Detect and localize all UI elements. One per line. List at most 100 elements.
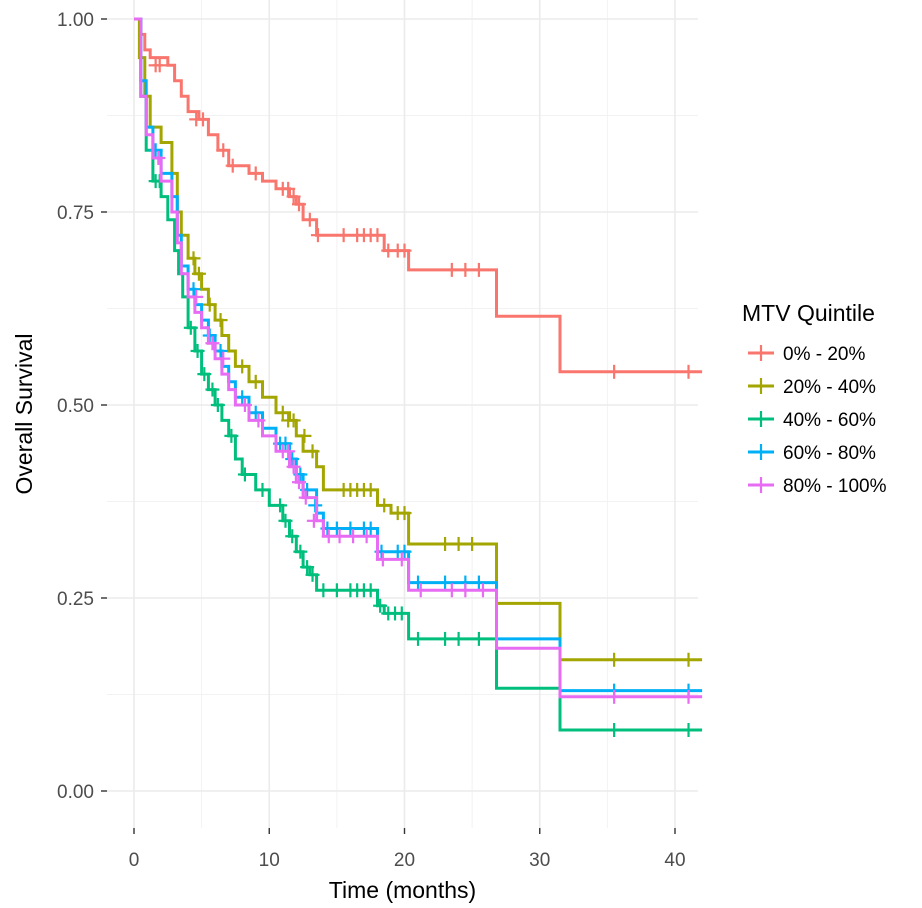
censor-mark xyxy=(375,552,390,567)
censor-mark xyxy=(216,143,231,158)
legend-item: 60% - 80% xyxy=(748,443,876,464)
censor-mark xyxy=(275,405,290,420)
censor-mark xyxy=(329,521,344,536)
censor-mark xyxy=(285,529,300,544)
censor-mark xyxy=(278,436,293,451)
censor-mark xyxy=(363,521,378,536)
legend-title: MTV Quintile xyxy=(742,300,875,326)
censor-mark xyxy=(248,405,263,420)
censor-mark xyxy=(292,475,307,490)
censor-mark xyxy=(471,631,486,646)
censor-mark xyxy=(681,364,696,379)
censor-mark xyxy=(152,58,167,73)
censor-mark xyxy=(681,689,696,704)
censor-mark xyxy=(225,158,240,173)
censor-mark xyxy=(235,390,250,405)
censor-mark xyxy=(438,631,453,646)
censor-mark xyxy=(458,583,473,598)
censor-mark xyxy=(394,606,409,621)
censor-mark xyxy=(191,266,206,281)
legend-label: 20% - 40% xyxy=(783,377,876,398)
grid-lines xyxy=(107,0,698,828)
censor-mark xyxy=(248,374,263,389)
censor-mark xyxy=(235,359,250,374)
censor-mark xyxy=(305,444,320,459)
censor-mark xyxy=(186,251,201,266)
censor-mark xyxy=(148,143,163,158)
censor-mark xyxy=(285,452,300,467)
censor-mark xyxy=(190,343,205,358)
censor-mark xyxy=(306,513,321,528)
censor-mark xyxy=(297,428,312,443)
censor-mark xyxy=(316,583,331,598)
y-tick-label: 1.00 xyxy=(57,10,94,31)
censor-mark xyxy=(292,197,307,212)
censor-mark xyxy=(413,583,428,598)
x-axis-title: Time (months) xyxy=(329,877,476,903)
censor-mark xyxy=(411,631,426,646)
legend-item: 80% - 100% xyxy=(748,476,887,497)
censor-mark xyxy=(336,228,351,243)
legend-item: 20% - 40% xyxy=(748,377,876,398)
survival-step-line xyxy=(134,17,703,662)
censor-mark xyxy=(224,428,239,443)
censor-mark xyxy=(210,398,225,412)
censor-mark xyxy=(370,228,385,243)
censor-mark xyxy=(475,583,490,598)
legend: MTV Quintile 0% - 20% 20% - 40% 40% - 60% 6… xyxy=(742,300,887,497)
censor-mark xyxy=(397,506,412,521)
censor-mark xyxy=(216,351,231,366)
legend-label: 40% - 60% xyxy=(783,410,876,431)
legend-label: 0% - 20% xyxy=(783,344,865,365)
censor-mark xyxy=(273,498,288,513)
censor-mark xyxy=(451,631,466,646)
censor-mark xyxy=(197,367,212,382)
censor-mark xyxy=(377,498,392,513)
x-tick-label: 30 xyxy=(529,850,550,871)
censor-mark xyxy=(359,529,374,544)
censor-mark xyxy=(286,189,301,204)
censor-mark xyxy=(607,723,622,738)
censor-mark xyxy=(251,413,266,428)
censor-mark xyxy=(305,567,320,582)
censor-mark xyxy=(607,689,622,704)
censor-mark xyxy=(346,529,361,544)
censor-mark xyxy=(363,482,378,497)
legend-label: 80% - 100% xyxy=(783,476,887,497)
y-tick-label: 0.00 xyxy=(57,782,94,803)
censor-mark xyxy=(205,336,220,351)
survival-step-line xyxy=(134,17,703,699)
censor-mark xyxy=(237,398,252,412)
censor-mark xyxy=(444,583,459,598)
censor-mark xyxy=(458,262,473,277)
legend-label: 60% - 80% xyxy=(783,443,876,464)
censor-mark xyxy=(189,289,204,304)
censor-mark xyxy=(302,212,317,227)
x-tick-label: 40 xyxy=(664,850,685,871)
censor-mark xyxy=(310,228,325,243)
censor-mark xyxy=(255,482,270,497)
censor-mark xyxy=(451,536,466,551)
censor-mark xyxy=(394,552,409,567)
censor-mark xyxy=(607,652,622,667)
x-tick-label: 0 xyxy=(129,850,140,871)
x-tick-label: 20 xyxy=(394,850,415,871)
y-tick-label: 0.75 xyxy=(57,203,94,224)
censor-mark xyxy=(286,459,301,474)
censor-mark xyxy=(363,583,378,598)
x-tick-label: 10 xyxy=(259,850,280,871)
censor-mark xyxy=(300,560,315,575)
censor-mark xyxy=(151,150,166,165)
legend-item: 0% - 20% xyxy=(748,344,865,365)
series-4 xyxy=(134,17,703,704)
censor-mark xyxy=(237,467,252,482)
censor-mark xyxy=(438,536,453,551)
censor-mark xyxy=(373,598,388,613)
censor-mark xyxy=(248,166,263,181)
censor-mark xyxy=(438,575,453,590)
axis-ticks: 0 10 20 30 40 0.00 0.25 0.50 0.75 1.00 xyxy=(57,10,686,871)
series-1 xyxy=(134,17,703,667)
censor-mark xyxy=(278,513,293,528)
y-tick-label: 0.25 xyxy=(57,589,94,610)
